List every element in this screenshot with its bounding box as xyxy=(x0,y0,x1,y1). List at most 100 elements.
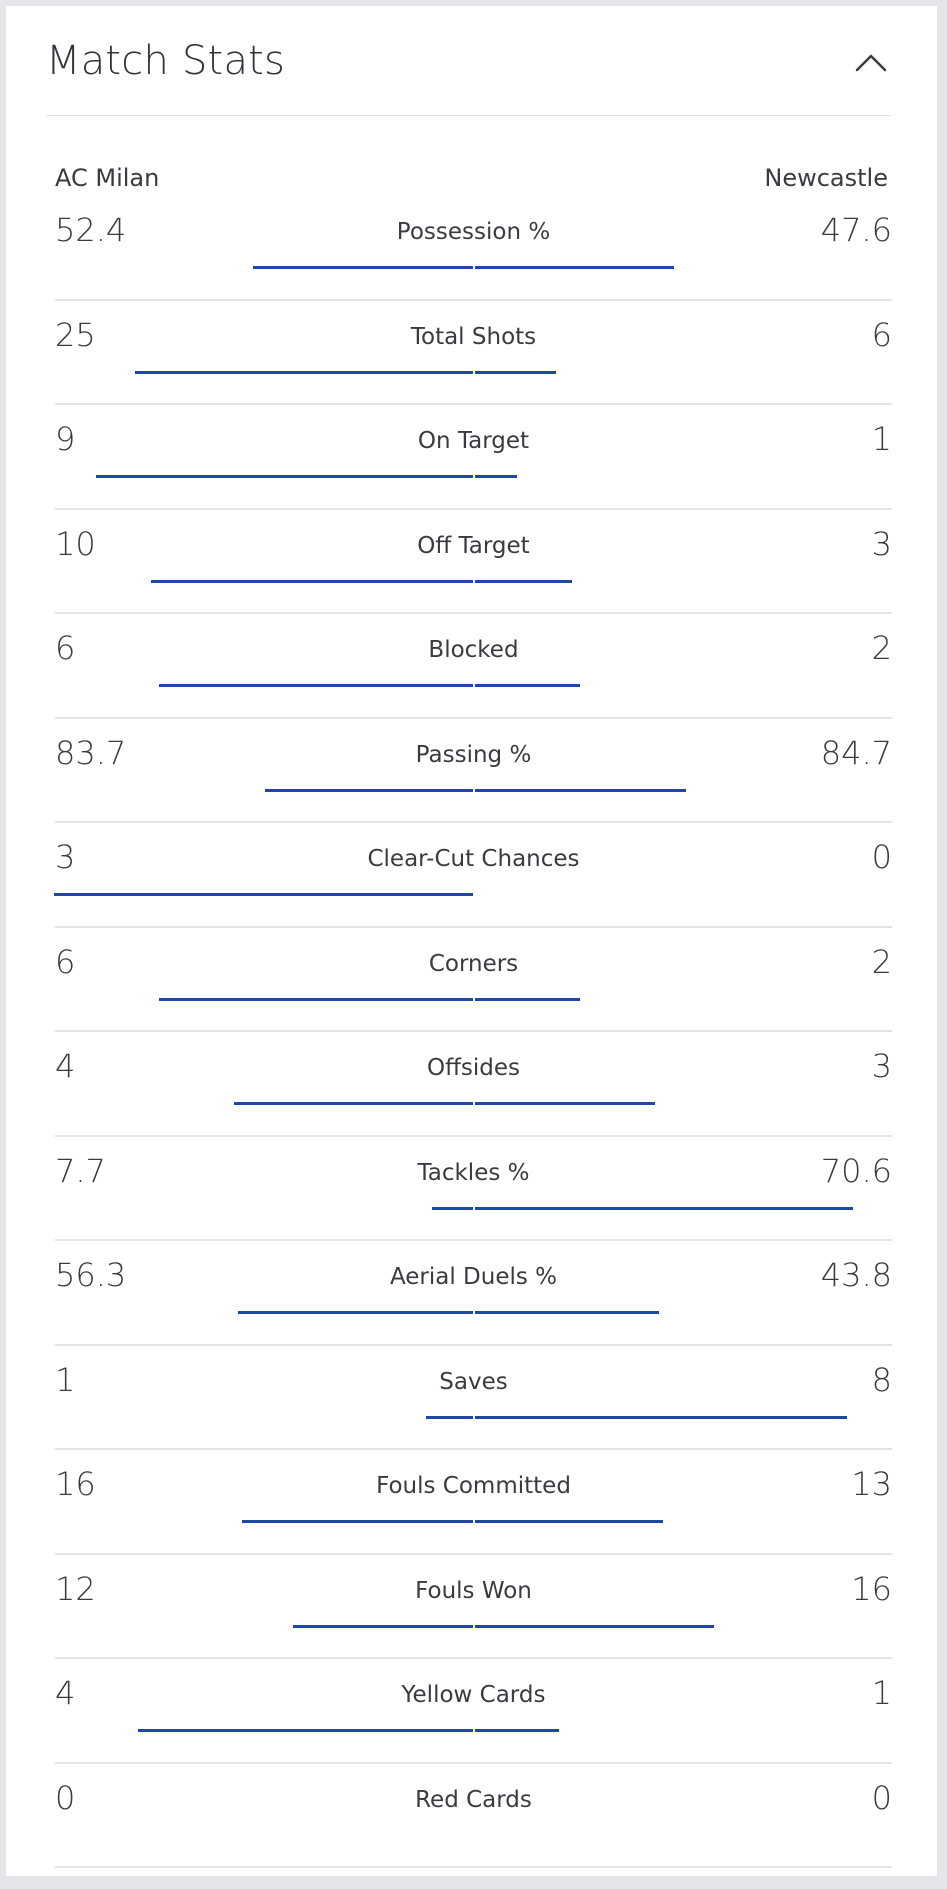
away-stat-bar xyxy=(475,788,686,792)
home-stat-bar xyxy=(96,475,473,478)
stat-label: Aerial Duels % xyxy=(389,1264,558,1290)
stat-label: Yellow Cards xyxy=(401,1682,546,1708)
stat-row: 4 Yellow Cards 1 xyxy=(55,1659,892,1764)
home-stat-value: 10 xyxy=(55,524,96,563)
away-stat-bar xyxy=(475,579,572,583)
home-stat-value: 52.4 xyxy=(55,211,127,249)
home-stat-value: 3 xyxy=(55,838,76,876)
stat-row: 25 Total Shots 6 xyxy=(55,301,892,405)
stat-label: Fouls Won xyxy=(415,1577,532,1604)
home-stat-value: 7.7 xyxy=(55,1151,106,1190)
stat-label: Clear-Cut Chances xyxy=(367,846,580,872)
away-stat-value: 1 xyxy=(871,1674,892,1712)
panel-title: Match Stats xyxy=(46,38,286,84)
home-stat-value: 4 xyxy=(55,1674,76,1712)
stat-row: 16 Fouls Committed 13 xyxy=(55,1450,892,1555)
home-stat-value: 4 xyxy=(55,1047,76,1085)
away-stat-bar xyxy=(475,1729,559,1732)
stat-label: Offsides xyxy=(426,1055,521,1081)
home-stat-bar xyxy=(234,1102,473,1105)
home-stat-bar xyxy=(159,997,473,1001)
stats-list: 52.4 Possession % 47.6 25 Total Shots 6 9 On Ta… xyxy=(54,196,892,1868)
away-stat-bar xyxy=(475,475,517,478)
stat-row: 7.7 Tackles % 70.6 xyxy=(55,1137,892,1241)
home-stat-bar xyxy=(54,893,473,896)
away-stat-value: 3 xyxy=(871,524,892,563)
home-stat-bar xyxy=(253,266,473,269)
stat-row: 83.7 Passing % 84.7 xyxy=(55,719,892,823)
home-stat-bar xyxy=(426,1415,473,1419)
away-stat-value: 3 xyxy=(871,1047,892,1085)
home-stat-bar xyxy=(138,1729,473,1732)
stat-label: Total Shots xyxy=(410,323,537,350)
away-stat-value: 8 xyxy=(871,1360,892,1399)
home-stat-value: 0 xyxy=(55,1778,76,1817)
stat-row: 6 Corners 2 xyxy=(55,928,892,1032)
away-stat-bar xyxy=(475,1415,847,1419)
stat-label: Saves xyxy=(439,1368,508,1395)
home-stat-value: 6 xyxy=(55,942,76,981)
away-stat-bar xyxy=(475,1520,663,1523)
stat-label: Corners xyxy=(428,950,519,977)
stat-label: On Target xyxy=(417,428,530,454)
stat-row: 12 Fouls Won 16 xyxy=(55,1555,892,1659)
stat-row: 9 On Target 1 xyxy=(55,405,892,510)
home-stat-bar xyxy=(242,1520,473,1523)
stat-label: Off Target xyxy=(417,532,530,559)
away-stat-value: 6 xyxy=(871,315,892,354)
away-stat-value: 13 xyxy=(851,1465,892,1503)
panel-header: Match Stats xyxy=(46,6,891,116)
away-stat-value: 2 xyxy=(871,942,892,981)
stat-label: Tackles % xyxy=(417,1159,530,1186)
away-stat-value: 47.6 xyxy=(820,211,892,249)
team-names: AC Milan Newcastle xyxy=(55,164,888,194)
home-stat-bar xyxy=(293,1624,473,1628)
stat-row: 4 Offsides 3 xyxy=(55,1032,892,1137)
away-stat-value: 0 xyxy=(871,1778,892,1817)
home-team-name: AC Milan xyxy=(55,164,160,192)
stat-label: Red Cards xyxy=(415,1786,532,1813)
stat-label: Passing % xyxy=(415,741,532,768)
away-stat-bar xyxy=(475,1206,853,1210)
home-stat-bar xyxy=(265,788,473,792)
away-stat-bar xyxy=(475,1102,655,1105)
away-stat-bar xyxy=(475,266,674,269)
home-stat-value: 12 xyxy=(55,1569,96,1608)
away-team-name: Newcastle xyxy=(764,164,888,192)
home-stat-value: 16 xyxy=(55,1465,96,1503)
home-stat-value: 56.3 xyxy=(55,1256,127,1294)
stat-row: 0 Red Cards 0 xyxy=(55,1764,892,1868)
stat-row: 52.4 Possession % 47.6 xyxy=(55,196,892,301)
stat-row: 56.3 Aerial Duels % 43.8 xyxy=(55,1241,892,1346)
away-stat-bar xyxy=(475,997,580,1001)
away-stat-value: 84.7 xyxy=(820,733,892,772)
home-stat-bar xyxy=(432,1206,473,1210)
away-stat-value: 16 xyxy=(851,1569,892,1608)
away-stat-value: 1 xyxy=(871,420,892,458)
home-stat-value: 83.7 xyxy=(55,733,127,772)
stat-row: 6 Blocked 2 xyxy=(55,614,892,719)
chevron-up-icon[interactable] xyxy=(851,44,891,84)
stat-label: Fouls Committed xyxy=(376,1473,571,1499)
home-stat-value: 1 xyxy=(55,1360,76,1399)
home-stat-bar xyxy=(159,684,473,687)
stat-label: Blocked xyxy=(428,637,519,663)
home-stat-bar xyxy=(151,579,473,583)
away-stat-value: 0 xyxy=(871,838,892,876)
stat-row: 3 Clear-Cut Chances 0 xyxy=(54,823,892,928)
away-stat-bar xyxy=(475,1624,714,1628)
home-stat-value: 6 xyxy=(55,629,76,667)
match-stats-panel: Match Stats AC Milan Newcastle 52.4 Posse… xyxy=(6,6,937,1876)
stat-row: 10 Off Target 3 xyxy=(55,510,892,614)
stat-row: 1 Saves 8 xyxy=(55,1346,892,1450)
away-stat-value: 2 xyxy=(871,629,892,667)
away-stat-value: 70.6 xyxy=(820,1151,892,1190)
stat-label: Possession % xyxy=(396,219,551,245)
home-stat-bar xyxy=(238,1311,473,1314)
home-stat-value: 25 xyxy=(55,315,96,354)
home-stat-bar xyxy=(135,370,473,374)
away-stat-value: 43.8 xyxy=(820,1256,892,1294)
home-stat-value: 9 xyxy=(55,420,76,458)
away-stat-bar xyxy=(475,684,580,687)
away-stat-bar xyxy=(475,370,556,374)
